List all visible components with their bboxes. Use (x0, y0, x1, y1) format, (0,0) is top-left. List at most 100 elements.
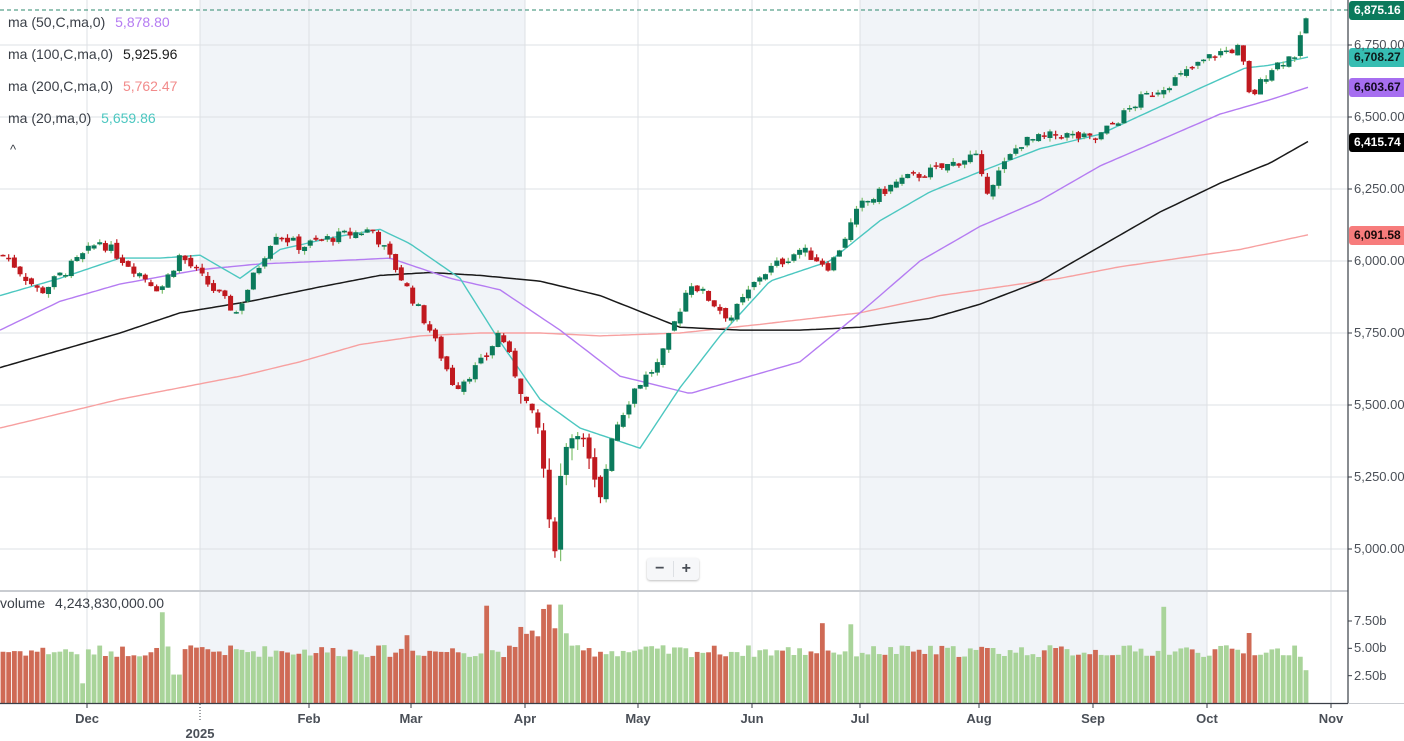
volume-bar (956, 656, 962, 703)
volume-bar (1286, 655, 1292, 703)
candle (859, 200, 865, 208)
ma100-tag: 6,415.74 (1349, 133, 1404, 152)
volume-bar (1258, 654, 1263, 703)
candle (159, 286, 165, 290)
candle (1070, 133, 1076, 136)
zoom-out-button[interactable]: − (655, 560, 665, 577)
volume-bar (450, 648, 455, 703)
candle (1138, 94, 1144, 108)
volume-bar (797, 648, 802, 703)
volume-bar (575, 645, 581, 703)
candlestick-series[interactable] (0, 17, 1309, 562)
candle (899, 177, 905, 184)
volume-bar (1155, 650, 1161, 703)
ma50-tag: 6,603.67 (1349, 78, 1404, 97)
volume-bar (455, 652, 461, 703)
candle (205, 275, 211, 285)
candle (854, 208, 859, 225)
candle (734, 303, 740, 320)
candle (740, 297, 746, 303)
volume-legend-label: volume (0, 595, 46, 611)
volume-bar (882, 654, 888, 703)
legend-ma50[interactable]: ma (50,C,ma,0) 5,878.80 (8, 14, 177, 46)
period-shading (200, 0, 1207, 703)
legend-ma20[interactable]: ma (20,ma,0) 5,659.86 (8, 110, 177, 142)
volume-bar (916, 649, 922, 703)
candle (364, 229, 370, 233)
candle (945, 163, 951, 171)
candle (353, 232, 359, 239)
candle (1087, 133, 1093, 136)
candle (1127, 108, 1133, 110)
volume-bar (444, 652, 450, 703)
zoom-in-button[interactable]: + (681, 560, 691, 577)
candle (182, 255, 188, 261)
volume-bar (182, 649, 188, 703)
candle (228, 295, 234, 311)
candle (632, 388, 638, 404)
candle (319, 239, 325, 241)
volume-bars[interactable] (0, 604, 1309, 703)
ma100-line (0, 140, 1309, 369)
candle (1184, 69, 1190, 76)
candle (785, 261, 791, 264)
volume-bar (34, 651, 40, 703)
grid-lines (0, 0, 1348, 703)
volume-bar (142, 655, 148, 703)
candle (1024, 136, 1030, 146)
legend-ma200[interactable]: ma (200,C,ma,0) 5,762.47 (8, 78, 177, 110)
volume-bar (939, 645, 945, 703)
candle (108, 244, 114, 251)
volume-bar (171, 674, 177, 703)
volume-bar (103, 656, 108, 703)
ma20-tag: 6,708.27 (1349, 48, 1404, 67)
candle (467, 378, 473, 382)
candle (211, 283, 217, 291)
candle (836, 250, 842, 257)
candle (916, 174, 922, 178)
candle (797, 249, 803, 255)
candle (893, 181, 899, 188)
candle (842, 238, 848, 248)
volume-bar (211, 651, 216, 703)
collapse-legend-icon[interactable]: ^ (10, 142, 17, 157)
candle (1240, 45, 1246, 62)
volume-bar (1030, 654, 1036, 703)
volume-bar (871, 646, 876, 703)
candle (193, 266, 199, 269)
volume-bar (990, 648, 996, 703)
volume-bar (85, 649, 91, 703)
candle (808, 250, 814, 260)
volume-legend: volume 4,243,830,000.00 (0, 595, 164, 611)
candle (398, 267, 404, 281)
candle (569, 438, 575, 449)
volume-bar (23, 655, 29, 703)
candle (63, 275, 69, 277)
candle (677, 311, 683, 324)
candle (427, 324, 433, 331)
candle (780, 258, 786, 265)
volume-bar (1036, 656, 1041, 703)
candle (1110, 122, 1116, 125)
candle (580, 437, 586, 440)
volume-bar (11, 651, 17, 703)
candle (603, 468, 609, 500)
candle (245, 289, 251, 302)
volume-bar (427, 650, 433, 703)
volume-bar (1013, 652, 1019, 703)
candle (46, 286, 52, 295)
candle (461, 381, 467, 392)
ma200-tag: 6,091.58 (1349, 226, 1404, 245)
candle (728, 317, 734, 321)
candle (119, 257, 125, 263)
candle (1292, 57, 1298, 59)
volume-bar (728, 651, 734, 703)
candle (256, 267, 262, 274)
legend-ma100[interactable]: ma (100,C,ma,0) 5,925.96 (8, 46, 177, 78)
volume-bar (928, 645, 933, 703)
volume-bar (819, 623, 825, 703)
candle (654, 362, 660, 373)
candle (1257, 79, 1263, 95)
volume-bar (97, 645, 103, 703)
